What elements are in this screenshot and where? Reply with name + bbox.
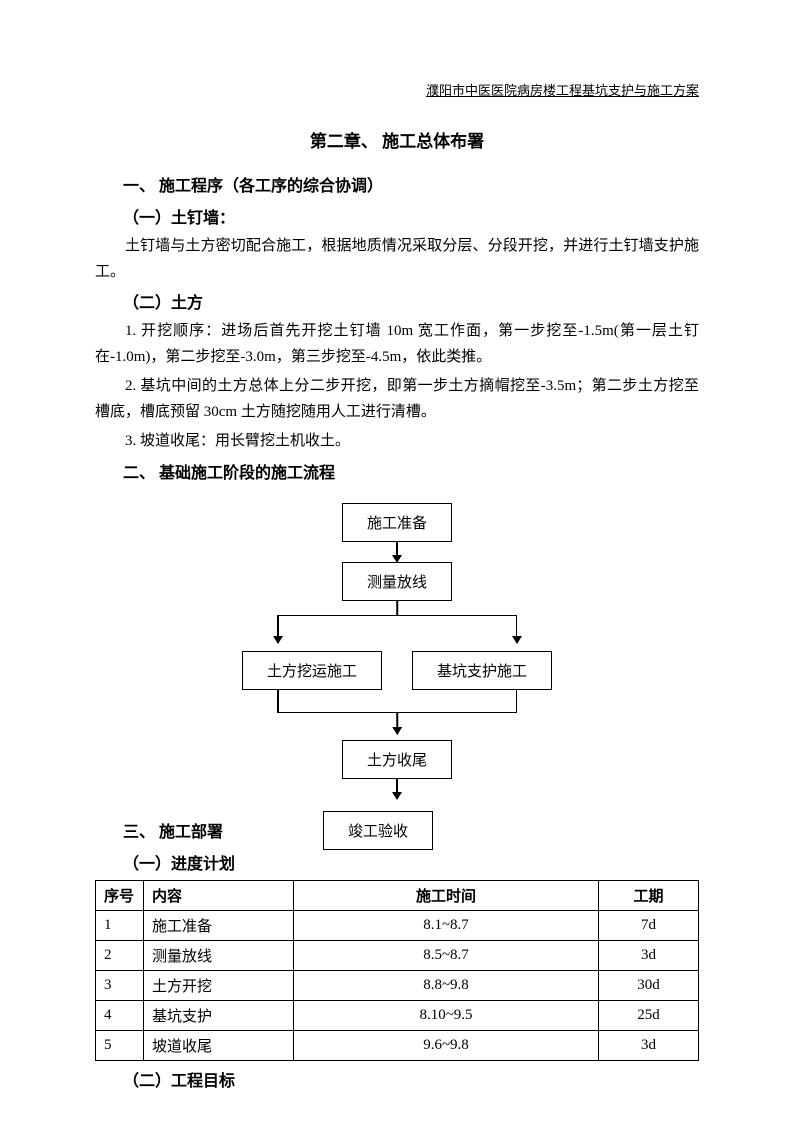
table-cell: 3 — [96, 970, 144, 1000]
section1-sub2-title: （二）土方 — [95, 289, 699, 313]
table-header: 内容 — [144, 880, 294, 910]
section3-sub1-title: （一）进度计划 — [95, 850, 699, 874]
table-cell: 9.6~9.8 — [294, 1030, 599, 1060]
table-row: 5坡道收尾9.6~9.83d — [96, 1030, 699, 1060]
flow-split — [277, 601, 517, 651]
table-row: 2测量放线8.5~8.73d — [96, 940, 699, 970]
table-cell: 4 — [96, 1000, 144, 1030]
table-cell: 1 — [96, 910, 144, 940]
table-header: 工期 — [599, 880, 699, 910]
flow-arrow — [396, 542, 398, 562]
table-cell: 3d — [599, 940, 699, 970]
table-row: 4基坑支护8.10~9.525d — [96, 1000, 699, 1030]
table-cell: 8.5~8.7 — [294, 940, 599, 970]
section1-sub2-p2: 2. 基坑中间的土方总体上分二步开挖，即第一步土方摘帽挖至-3.5m；第二步土方… — [95, 374, 699, 425]
table-cell: 8.8~9.8 — [294, 970, 599, 1000]
page-header: 濮阳市中医医院病房楼工程基坑支护与施工方案 — [95, 80, 699, 103]
section1-sub1-title: （一）土钉墙： — [95, 204, 699, 228]
flow-node-5: 土方收尾 — [342, 740, 452, 779]
flowchart: 施工准备 测量放线 土方挖运施工 基坑支护施工 土方收尾 — [95, 503, 699, 799]
table-cell: 施工准备 — [144, 910, 294, 940]
table-cell: 7d — [599, 910, 699, 940]
section1-sub1-p1: 土钉墙与土方密切配合施工，根据地质情况采取分层、分段开挖，并进行土钉墙支护施工。 — [95, 234, 699, 285]
table-cell: 30d — [599, 970, 699, 1000]
flow-merge — [277, 690, 517, 740]
table-cell: 坡道收尾 — [144, 1030, 294, 1060]
table-cell: 测量放线 — [144, 940, 294, 970]
section3-title: 三、 施工部署 — [95, 818, 223, 842]
table-cell: 8.10~9.5 — [294, 1000, 599, 1030]
table-cell: 5 — [96, 1030, 144, 1060]
section3-sub2-title: （二）工程目标 — [95, 1067, 699, 1091]
flow-arrow — [396, 779, 398, 799]
schedule-table: 序号 内容 施工时间 工期 1施工准备8.1~8.77d2测量放线8.5~8.7… — [95, 880, 699, 1061]
table-row: 3土方开挖8.8~9.830d — [96, 970, 699, 1000]
table-header: 施工时间 — [294, 880, 599, 910]
flow-node-3: 土方挖运施工 — [242, 651, 382, 690]
table-cell: 土方开挖 — [144, 970, 294, 1000]
table-cell: 基坑支护 — [144, 1000, 294, 1030]
flow-node-4: 基坑支护施工 — [412, 651, 552, 690]
flow-node-6: 竣工验收 — [323, 811, 433, 850]
table-cell: 25d — [599, 1000, 699, 1030]
flow-node-2: 测量放线 — [342, 562, 452, 601]
flow-pair: 土方挖运施工 基坑支护施工 — [242, 651, 552, 690]
table-header-row: 序号 内容 施工时间 工期 — [96, 880, 699, 910]
section1-sub2-p1: 1. 开挖顺序：进场后首先开挖土钉墙 10m 宽工作面，第一步挖至-1.5m(第… — [95, 319, 699, 370]
table-cell: 2 — [96, 940, 144, 970]
section1-sub2-p3: 3. 坡道收尾：用长臂挖土机收土。 — [95, 429, 699, 455]
chapter-title: 第二章、 施工总体布署 — [95, 127, 699, 152]
section2-title: 二、 基础施工阶段的施工流程 — [95, 459, 699, 483]
flow-node-1: 施工准备 — [342, 503, 452, 542]
section1-title: 一、 施工程序（各工序的综合协调） — [95, 172, 699, 196]
table-cell: 3d — [599, 1030, 699, 1060]
table-header: 序号 — [96, 880, 144, 910]
table-row: 1施工准备8.1~8.77d — [96, 910, 699, 940]
table-cell: 8.1~8.7 — [294, 910, 599, 940]
